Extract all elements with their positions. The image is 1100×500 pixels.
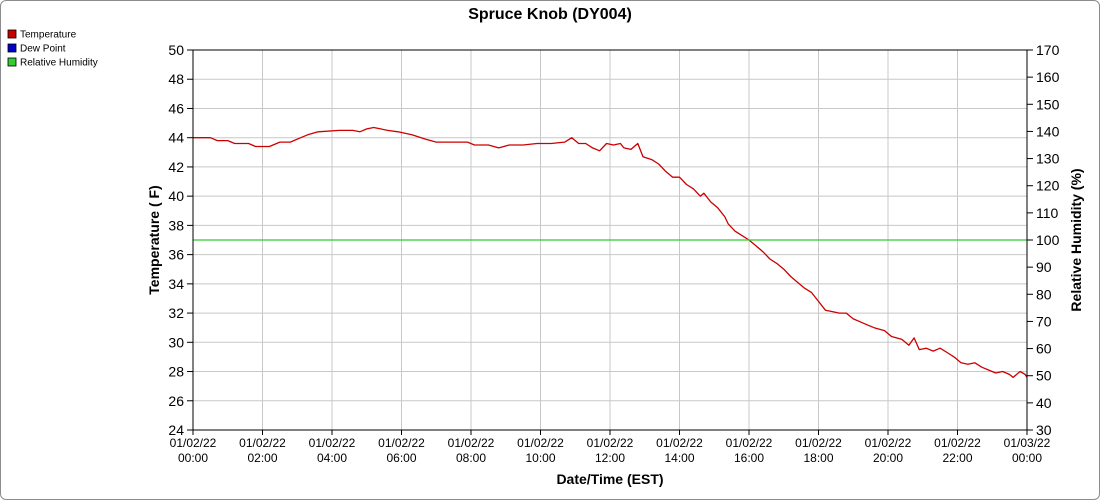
y-tick-label: 24 — [168, 422, 184, 438]
x-tick-time-label: 20:00 — [873, 451, 903, 465]
y-axis-ticks: 24 26 28 30 32 34 36 38 40 42 44 46 48 50 — [168, 42, 193, 438]
y-tick-label: 50 — [168, 42, 184, 58]
y-axis-label: Temperature ( F) — [146, 185, 162, 294]
series-layer — [193, 126, 1028, 379]
y2-tick-label: 150 — [1036, 96, 1060, 112]
x-tick-time-label: 18:00 — [803, 451, 833, 465]
x-axis-label: Date/Time (EST) — [556, 471, 663, 487]
x-tick-date-label: 01/02/22 — [587, 436, 634, 450]
x-tick-date-label: 01/02/22 — [517, 436, 564, 450]
y2-tick-label: 30 — [1036, 422, 1052, 438]
y2-axis-label: Relative Humidity (%) — [1068, 168, 1084, 311]
y-tick-label: 28 — [168, 364, 184, 380]
y2-tick-label: 90 — [1036, 259, 1052, 275]
y2-tick-label: 160 — [1036, 69, 1060, 85]
legend-label-temperature: Temperature — [20, 30, 77, 41]
y-tick-label: 32 — [168, 305, 184, 321]
x-axis-ticks: 01/02/2200:0001/02/2202:0001/02/2204:000… — [170, 430, 1051, 465]
x-tick-date-label: 01/02/22 — [170, 436, 217, 450]
y-tick-label: 46 — [168, 100, 184, 116]
y2-tick-label: 60 — [1036, 341, 1052, 357]
series-line-temperature — [193, 126, 1028, 379]
y-tick-label: 30 — [168, 334, 184, 350]
x-tick-date-label: 01/02/22 — [656, 436, 703, 450]
x-tick-time-label: 22:00 — [942, 451, 972, 465]
x-tick-time-label: 04:00 — [317, 451, 347, 465]
x-tick-date-label: 01/02/22 — [448, 436, 495, 450]
legend-swatch-dew-point — [7, 43, 17, 53]
y2-tick-label: 70 — [1036, 313, 1052, 329]
y2-tick-label: 50 — [1036, 368, 1052, 384]
legend-swatch-temperature — [7, 29, 17, 39]
y2-tick-label: 40 — [1036, 395, 1052, 411]
x-tick-time-label: 02:00 — [247, 451, 277, 465]
x-tick-time-label: 16:00 — [734, 451, 764, 465]
y2-tick-label: 120 — [1036, 178, 1060, 194]
x-tick-date-label: 01/02/22 — [795, 436, 842, 450]
y-tick-label: 34 — [168, 276, 184, 292]
legend: Temperature Dew Point Relative Humidity — [7, 29, 98, 69]
y2-tick-label: 140 — [1036, 123, 1060, 139]
x-tick-time-label: 10:00 — [525, 451, 555, 465]
y-tick-label: 40 — [168, 188, 184, 204]
x-tick-date-label: 01/02/22 — [865, 436, 912, 450]
y2-tick-label: 170 — [1036, 42, 1060, 58]
legend-label-relative-humidity: Relative Humidity — [20, 58, 98, 69]
x-tick-date-label: 01/02/22 — [239, 436, 286, 450]
y-tick-label: 48 — [168, 71, 184, 87]
x-tick-time-label: 14:00 — [664, 451, 694, 465]
x-tick-time-label: 12:00 — [595, 451, 625, 465]
y-tick-label: 26 — [168, 393, 184, 409]
x-tick-date-label: 01/02/22 — [309, 436, 356, 450]
x-tick-time-label: 00:00 — [1012, 451, 1042, 465]
x-tick-date-label: 01/02/22 — [378, 436, 425, 450]
y2-tick-label: 110 — [1036, 205, 1059, 221]
x-tick-time-label: 00:00 — [178, 451, 208, 465]
x-tick-time-label: 08:00 — [456, 451, 486, 465]
chart-title: Spruce Knob (DY004) — [468, 6, 632, 23]
x-tick-date-label: 01/02/22 — [934, 436, 981, 450]
y-tick-label: 36 — [168, 247, 184, 263]
y2-tick-label: 100 — [1036, 232, 1060, 248]
x-tick-date-label: 01/03/22 — [1004, 436, 1051, 450]
y-tick-label: 38 — [168, 217, 184, 233]
y2-tick-label: 80 — [1036, 286, 1052, 302]
legend-label-dew-point: Dew Point — [20, 44, 66, 55]
x-tick-date-label: 01/02/22 — [726, 436, 773, 450]
legend-swatch-relative-humidity — [7, 57, 17, 67]
x-tick-time-label: 06:00 — [386, 451, 416, 465]
y2-axis-ticks: 30 40 50 60 70 80 90 100 110 120 130 140 150 160 170 — [1027, 42, 1060, 438]
y-tick-label: 42 — [168, 159, 184, 175]
y2-tick-label: 130 — [1036, 151, 1060, 167]
y-tick-label: 44 — [168, 130, 184, 146]
